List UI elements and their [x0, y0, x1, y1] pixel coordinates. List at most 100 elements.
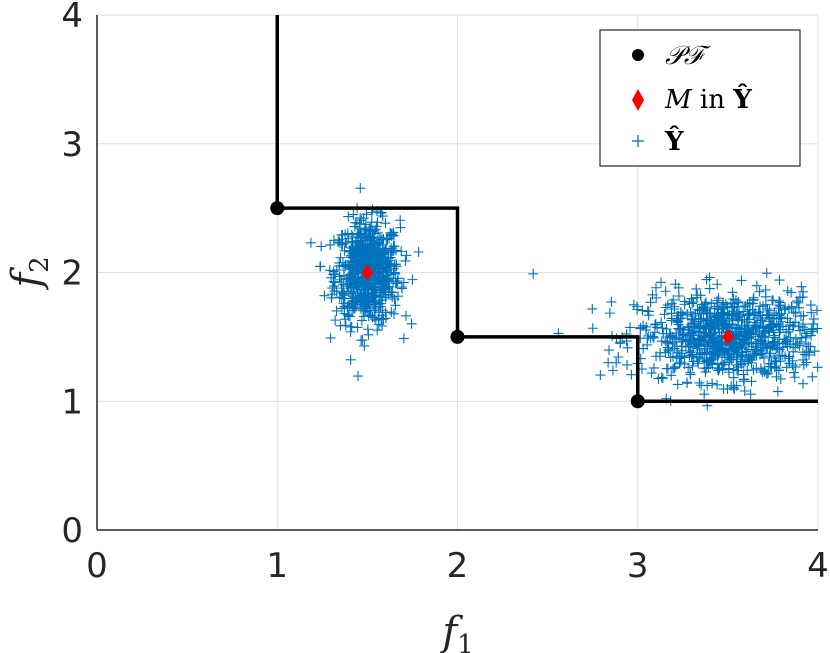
sample-point — [344, 311, 355, 322]
sample-point — [714, 363, 725, 374]
sample-point — [352, 272, 363, 283]
sample-point — [701, 356, 712, 367]
sample-point — [717, 299, 728, 310]
sample-point — [355, 236, 366, 247]
legend-marker-mean — [632, 89, 644, 111]
sample-point — [743, 344, 754, 355]
sample-point — [782, 285, 793, 296]
sample-point — [739, 301, 750, 312]
sample-point — [372, 273, 383, 284]
sample-point — [685, 307, 696, 318]
sample-point — [674, 332, 685, 343]
sample-point — [688, 321, 699, 332]
sample-point — [384, 281, 395, 292]
sample-point — [652, 322, 663, 333]
sample-point — [784, 358, 795, 369]
sample-point — [771, 371, 782, 382]
sample-point — [679, 299, 690, 310]
sample-point — [613, 351, 624, 362]
sample-point — [712, 279, 723, 290]
sample-point — [607, 365, 618, 376]
sample-point — [742, 309, 753, 320]
sample-point — [381, 267, 392, 278]
sample-point — [406, 318, 417, 329]
sample-point — [790, 361, 801, 372]
sample-point — [771, 356, 782, 367]
sample-point — [347, 268, 358, 279]
sample-point — [736, 275, 747, 286]
sample-point — [718, 307, 729, 318]
sample-point — [775, 373, 786, 384]
sample-point — [713, 365, 724, 376]
sample-point — [401, 250, 412, 261]
sample-point — [643, 330, 654, 341]
sample-point — [386, 231, 397, 242]
sample-point — [334, 292, 345, 303]
sample-point — [808, 313, 819, 324]
sample-point — [373, 314, 384, 325]
sample-point — [732, 349, 743, 360]
sample-point — [773, 303, 784, 314]
sample-point — [712, 308, 723, 319]
sample-point — [739, 314, 750, 325]
sample-point — [713, 293, 724, 304]
sample-point — [336, 239, 347, 250]
sample-point — [380, 307, 391, 318]
sample-point — [797, 292, 808, 303]
sample-point — [648, 362, 659, 373]
sample-point — [751, 280, 762, 291]
sample-point — [673, 291, 684, 302]
y-axis-label: f2 — [4, 256, 55, 290]
sample-point — [398, 333, 409, 344]
sample-point — [704, 283, 715, 294]
sample-point — [764, 316, 775, 327]
sample-point — [708, 352, 719, 363]
sample-point — [635, 322, 646, 333]
sample-point — [401, 310, 412, 321]
sample-point — [657, 323, 668, 334]
sample-point — [622, 342, 633, 353]
sample-point — [796, 332, 807, 343]
sample-point — [371, 260, 382, 271]
sample-point — [694, 377, 705, 388]
sample-point — [733, 362, 744, 373]
sample-point — [672, 379, 683, 390]
sample-point — [359, 300, 370, 311]
sample-point — [356, 315, 367, 326]
sample-point — [528, 268, 539, 279]
sample-point — [769, 330, 780, 341]
sample-point — [362, 232, 373, 243]
sample-point — [671, 341, 682, 352]
sample-point — [369, 233, 380, 244]
sample-point — [346, 236, 357, 247]
sample-point — [689, 316, 700, 327]
sample-point — [777, 350, 788, 361]
sample-point — [340, 320, 351, 331]
sample-point — [387, 292, 398, 303]
sample-point — [769, 313, 780, 324]
sample-point — [685, 369, 696, 380]
sample-point — [615, 338, 626, 349]
sample-point — [637, 305, 648, 316]
legend-marker-pf — [632, 49, 644, 61]
sample-point — [656, 336, 667, 347]
sample-point — [751, 312, 762, 323]
sample-point — [747, 352, 758, 363]
sample-point — [768, 325, 779, 336]
sample-point — [315, 261, 326, 272]
sample-point — [724, 364, 735, 375]
sample-point — [316, 241, 327, 252]
cluster-mean-point — [361, 264, 374, 281]
sample-point — [390, 300, 401, 311]
sample-point — [371, 289, 382, 300]
sample-point — [769, 339, 780, 350]
sample-point — [710, 341, 721, 352]
sample-point — [736, 347, 747, 358]
sample-point — [731, 359, 742, 370]
sample-point — [642, 333, 653, 344]
sample-point — [705, 357, 716, 368]
sample-point — [793, 297, 804, 308]
sample-point — [671, 351, 682, 362]
sample-point — [348, 296, 359, 307]
sample-point — [756, 331, 767, 342]
